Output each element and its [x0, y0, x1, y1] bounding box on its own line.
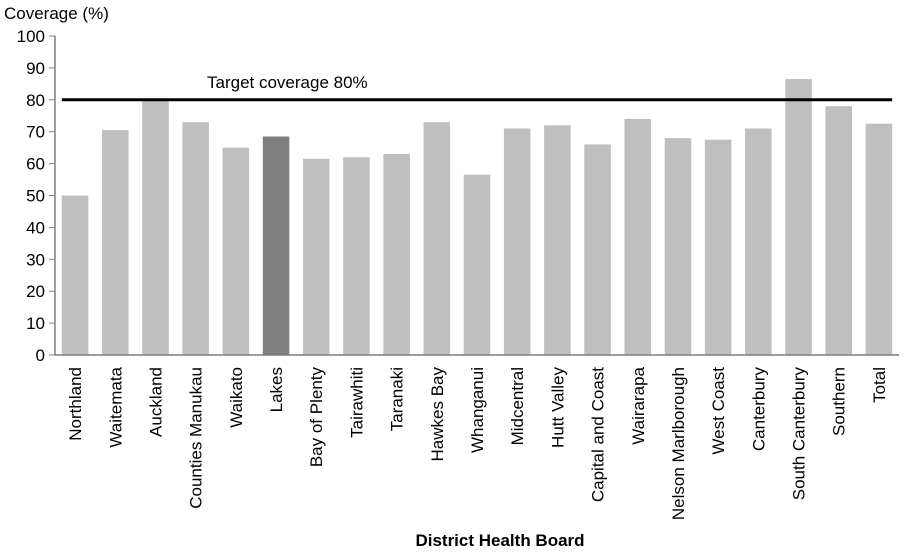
- y-tick-label: 80: [26, 91, 45, 110]
- y-tick-label: 20: [26, 282, 45, 301]
- x-tick-label: Waikato: [227, 367, 246, 428]
- bar-waitemata: [102, 130, 129, 355]
- bar-counties-manukau: [182, 122, 209, 355]
- y-axis-title: Coverage (%): [4, 4, 109, 23]
- bar-tairawhiti: [343, 157, 370, 355]
- x-tick-label: Bay of Plenty: [307, 367, 326, 468]
- bars-group: [61, 79, 893, 356]
- x-axis-labels: Northland Waitemata Auckland Counties Manuk…: [66, 366, 889, 520]
- y-tick-label: 60: [26, 155, 45, 174]
- bar-south-canterbury: [785, 79, 812, 355]
- x-tick-label: Taranaki: [388, 367, 407, 431]
- x-tick-label: Total: [870, 367, 889, 403]
- x-tick-label: Waitemata: [106, 366, 125, 447]
- bar-southern: [825, 106, 852, 356]
- bar-hawkes-bay: [423, 122, 451, 355]
- x-tick-label: Nelson Marlborough: [669, 367, 688, 520]
- bar-lakes: [262, 136, 290, 355]
- y-axis: 0 10 20 30 40 50 60 70 80 90 100: [17, 27, 55, 365]
- x-tick-label: Tairawhiti: [347, 367, 366, 438]
- x-tick-label: Whanganui: [468, 367, 487, 453]
- y-tick-label: 40: [26, 218, 45, 237]
- bar-taranaki: [383, 154, 410, 355]
- y-tick-label: 10: [26, 314, 45, 333]
- y-tick-label: 70: [26, 123, 45, 142]
- bar-hutt-valley: [544, 125, 571, 355]
- x-tick-label: Southern: [830, 367, 849, 436]
- x-axis-title: District Health Board: [415, 531, 584, 550]
- x-tick-label: South Canterbury: [790, 367, 809, 501]
- x-tick-label: Northland: [66, 367, 85, 441]
- bar-nelson-marlborough: [664, 138, 692, 355]
- x-tick-label: Lakes: [267, 367, 286, 412]
- bar-whanganui: [463, 174, 491, 355]
- bar-west-coast: [704, 139, 732, 355]
- bar-wairarapa: [624, 118, 652, 355]
- bar-capital-and-coast: [584, 144, 611, 355]
- x-tick-label: Hutt Valley: [548, 367, 567, 448]
- x-tick-label: West Coast: [709, 367, 728, 455]
- x-tick-label: Counties Manukau: [187, 367, 206, 509]
- x-tick-label: Wairarapa: [629, 366, 648, 444]
- x-tick-label: Capital and Coast: [589, 367, 608, 502]
- y-tick-label: 30: [26, 250, 45, 269]
- bar-auckland: [142, 99, 169, 355]
- bar-waikato: [222, 147, 250, 355]
- x-tick-label: Midcentral: [508, 367, 527, 445]
- x-tick-label: Hawkes Bay: [428, 367, 447, 462]
- x-tick-label: Auckland: [146, 367, 165, 437]
- bar-canterbury: [745, 128, 772, 355]
- y-tick-label: 0: [36, 346, 45, 365]
- y-tick-label: 100: [17, 27, 45, 46]
- y-tick-label: 50: [26, 187, 45, 206]
- bar-bay-of-plenty: [302, 158, 330, 355]
- bar-total: [865, 123, 893, 355]
- target-label: Target coverage 80%: [207, 73, 368, 92]
- bar-midcentral: [503, 128, 531, 355]
- x-tick-label: Canterbury: [749, 367, 768, 452]
- bar-northland: [61, 195, 89, 355]
- y-tick-label: 90: [26, 59, 45, 78]
